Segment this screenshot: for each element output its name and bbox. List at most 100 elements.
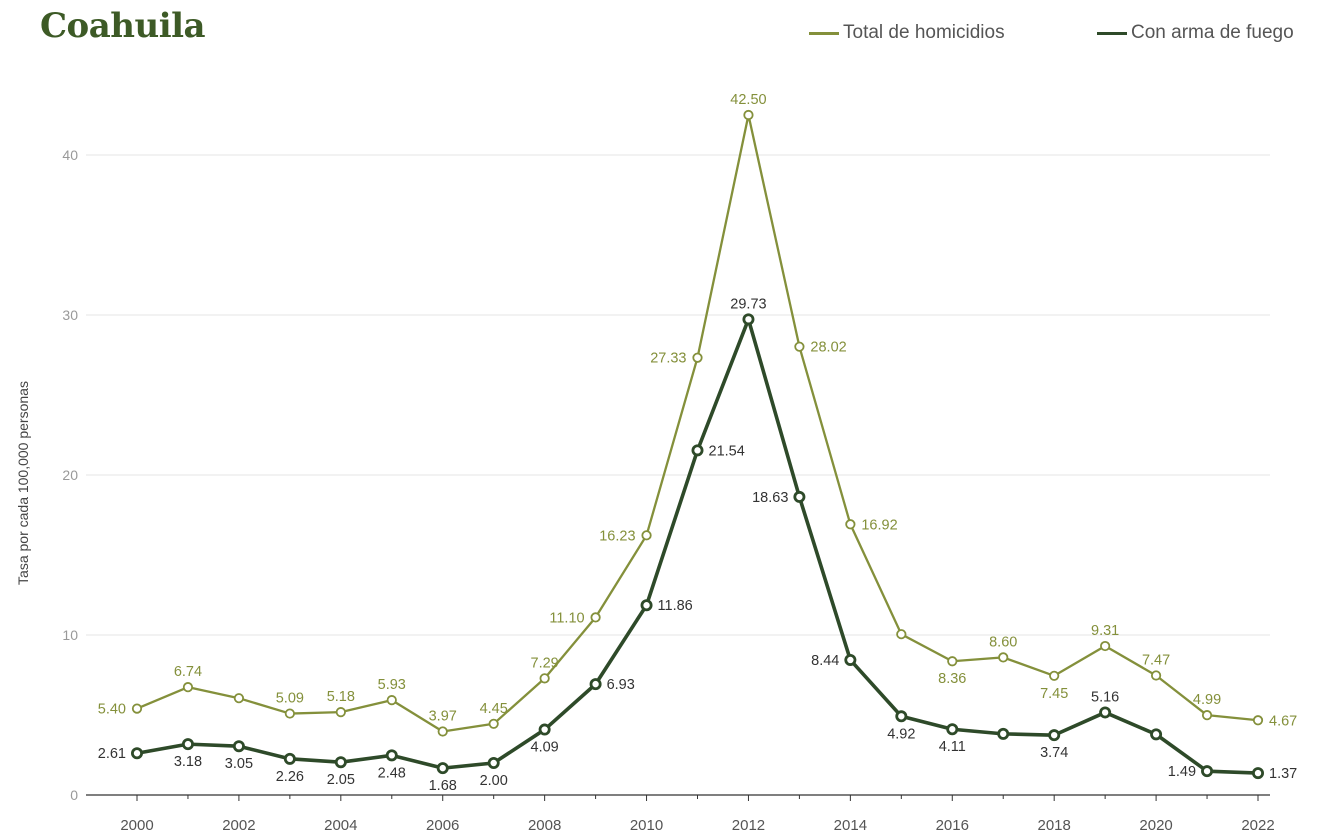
data-point	[131, 703, 143, 714]
data-point	[1252, 767, 1265, 780]
data-label: 4.99	[1193, 692, 1221, 708]
data-label: 5.40	[98, 702, 126, 718]
x-tick-label: 2016	[936, 817, 969, 831]
data-label: 1.37	[1269, 766, 1297, 782]
y-tick-label: 30	[62, 307, 78, 323]
data-point	[998, 652, 1009, 663]
data-point	[1150, 670, 1162, 681]
data-label: 8.44	[811, 653, 839, 669]
x-tick-label: 2010	[630, 817, 663, 831]
data-label: 3.18	[174, 754, 202, 770]
data-point	[284, 708, 295, 719]
data-point	[845, 519, 856, 530]
data-label: 2.05	[327, 772, 355, 788]
data-point	[793, 490, 806, 503]
series-line-arma	[136, 317, 1259, 775]
data-label: 18.63	[752, 490, 788, 506]
data-label: 4.67	[1269, 713, 1297, 729]
data-label: 2.61	[98, 746, 126, 762]
y-tick-label: 20	[62, 467, 78, 483]
data-point	[488, 718, 499, 729]
data-point	[283, 752, 296, 765]
data-label: 7.45	[1040, 686, 1068, 702]
data-label: 16.23	[599, 528, 635, 544]
legend-swatch-arma	[1097, 31, 1127, 35]
data-label: 27.33	[650, 351, 686, 367]
data-label: 11.10	[549, 610, 584, 626]
data-point	[640, 599, 653, 612]
data-point	[130, 747, 143, 760]
x-tick-label: 2004	[324, 817, 357, 831]
data-point	[437, 726, 448, 737]
data-label: 5.09	[276, 691, 304, 707]
data-point	[335, 707, 346, 718]
data-point	[386, 695, 397, 706]
data-point	[1201, 710, 1213, 721]
x-tick-label: 2002	[222, 817, 255, 831]
data-point	[997, 727, 1010, 740]
data-point	[895, 710, 908, 723]
data-point	[1048, 729, 1061, 742]
data-label: 5.16	[1091, 689, 1119, 705]
x-tick-label: 2012	[732, 817, 765, 831]
data-point	[487, 757, 500, 770]
x-tick-label: 2014	[834, 817, 867, 831]
legend-swatch-total	[809, 31, 839, 35]
data-label: 5.93	[378, 677, 406, 693]
data-label: 8.60	[989, 634, 1017, 650]
x-tick-label: 2020	[1139, 817, 1172, 831]
data-point	[182, 682, 194, 693]
data-label: 4.45	[480, 701, 508, 717]
data-point	[590, 612, 601, 623]
data-point	[641, 530, 652, 541]
data-label: 5.18	[327, 689, 355, 705]
data-label: 4.09	[531, 740, 559, 756]
data-point	[436, 762, 449, 775]
data-label: 4.92	[887, 726, 915, 742]
data-label: 2.00	[480, 773, 508, 789]
data-label: 29.73	[730, 296, 766, 312]
data-point	[589, 678, 602, 691]
data-point	[538, 723, 551, 736]
data-point	[1252, 715, 1264, 726]
x-tick-label: 2022	[1241, 817, 1274, 831]
data-point	[844, 653, 857, 666]
data-point	[946, 723, 959, 736]
data-point	[896, 629, 907, 640]
data-point	[794, 341, 805, 352]
data-label: 21.54	[709, 443, 745, 459]
data-label: 1.68	[429, 778, 457, 794]
data-label: 3.97	[429, 708, 457, 724]
data-label: 3.74	[1040, 745, 1068, 761]
data-label: 7.47	[1142, 652, 1170, 668]
data-point	[385, 749, 398, 762]
chart-title: Coahuila	[40, 6, 206, 46]
data-point	[233, 693, 245, 704]
data-point	[1201, 765, 1214, 778]
data-point	[1099, 706, 1112, 719]
data-point	[232, 740, 245, 753]
data-label: 11.86	[658, 598, 693, 614]
y-tick-label: 40	[62, 147, 78, 163]
data-label: 2.48	[378, 765, 406, 781]
data-label: 7.29	[531, 655, 559, 671]
legend-label-arma: Con arma de fuego	[1131, 22, 1294, 43]
data-label: 28.02	[810, 340, 846, 356]
y-tick-label: 0	[70, 787, 78, 803]
legend-item-arma: Con arma de fuego	[1097, 22, 1294, 44]
data-label: 9.31	[1091, 623, 1119, 639]
legend-label-total: Total de homicidios	[843, 22, 1005, 43]
data-point	[1049, 670, 1060, 681]
data-point	[692, 352, 703, 363]
data-point	[743, 109, 754, 121]
data-point	[947, 656, 958, 667]
data-label: 3.05	[225, 756, 253, 772]
data-label: 16.92	[861, 517, 897, 533]
data-point	[334, 756, 347, 769]
data-label: 1.49	[1168, 764, 1196, 780]
series-line-total	[136, 113, 1259, 733]
data-label: 4.11	[939, 739, 966, 755]
data-label: 6.93	[607, 677, 635, 693]
x-tick-label: 2006	[426, 817, 459, 831]
data-point	[742, 313, 755, 326]
